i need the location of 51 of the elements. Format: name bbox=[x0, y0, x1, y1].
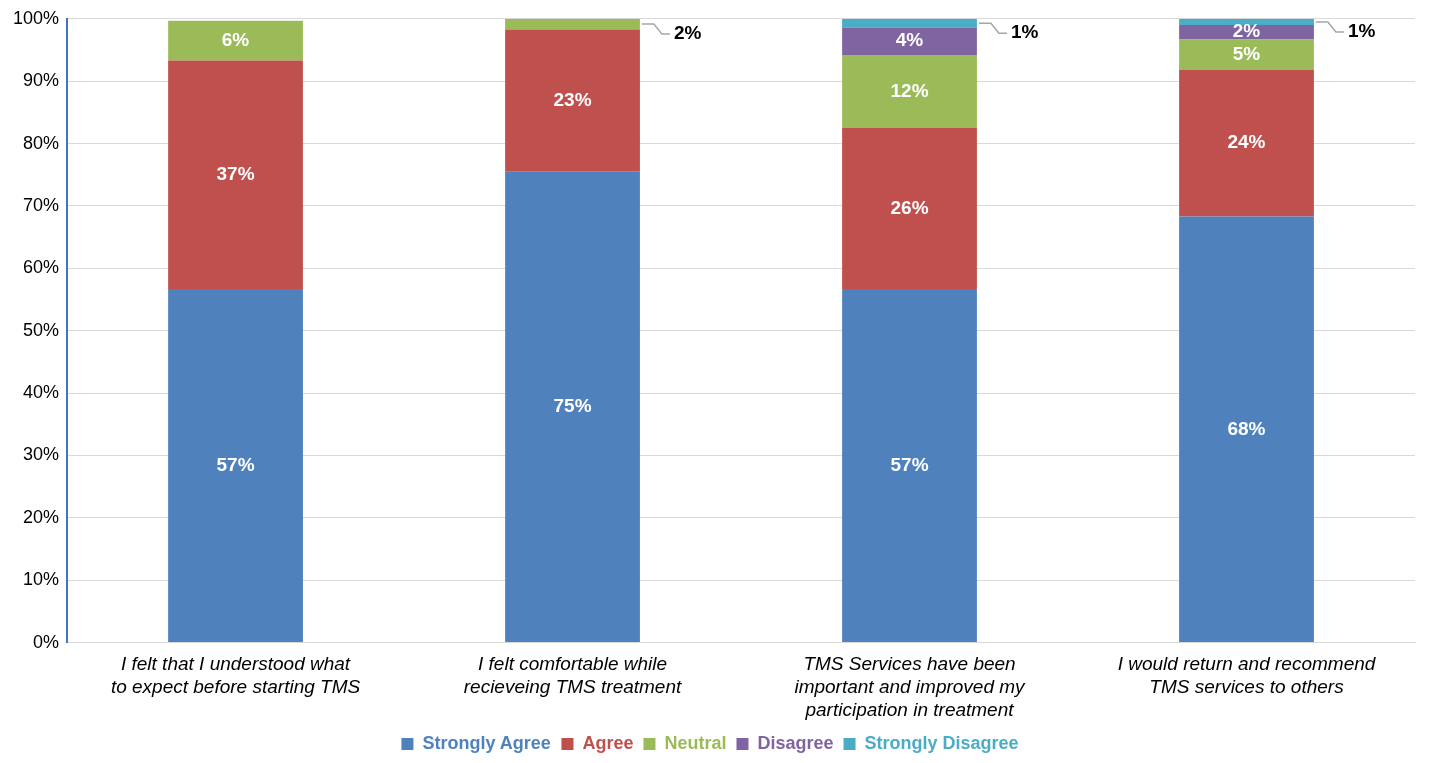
bar bbox=[842, 27, 977, 55]
bar bbox=[842, 54, 977, 128]
legend-label: Strongly Disagree bbox=[864, 732, 1019, 753]
bar bbox=[505, 171, 640, 643]
data-label: 5% bbox=[1232, 42, 1261, 64]
bar bbox=[1179, 39, 1314, 70]
data-label: 4% bbox=[895, 29, 924, 51]
legend-label: Neutral bbox=[664, 732, 727, 753]
y-tick-label: 20% bbox=[23, 506, 60, 527]
bar bbox=[842, 18, 977, 28]
data-label: 23% bbox=[553, 88, 592, 110]
bar bbox=[505, 29, 640, 172]
bar bbox=[1179, 216, 1314, 643]
y-tick-label: 0% bbox=[33, 631, 60, 652]
x-tick-label: I felt comfortable while recieveing TMS treatment bbox=[463, 653, 682, 698]
x-tick-label: TMS Services have been important and improved my participation in treatment bbox=[794, 653, 1027, 720]
y-tick-label: 50% bbox=[23, 319, 60, 340]
data-label: 1% bbox=[1347, 20, 1376, 42]
data-label: 75% bbox=[553, 395, 592, 417]
y-tick-label: 30% bbox=[23, 444, 60, 465]
data-label: 37% bbox=[216, 162, 255, 184]
y-tick-label: 70% bbox=[23, 194, 60, 215]
legend-label: Strongly Agree bbox=[422, 732, 551, 753]
bar bbox=[842, 127, 977, 289]
y-tick-label: 80% bbox=[23, 132, 60, 153]
bar bbox=[1179, 18, 1314, 26]
data-label: 6% bbox=[221, 28, 250, 50]
data-label: 68% bbox=[1227, 417, 1266, 439]
y-tick-label: 100% bbox=[12, 7, 60, 28]
bar bbox=[168, 60, 303, 289]
y-tick-label: 10% bbox=[23, 569, 60, 590]
data-label: 57% bbox=[890, 453, 929, 475]
bar bbox=[168, 288, 303, 643]
y-tick-label: 40% bbox=[23, 382, 60, 403]
bar bbox=[1179, 69, 1314, 217]
data-label: 26% bbox=[890, 196, 929, 218]
data-label: 24% bbox=[1227, 131, 1266, 153]
y-tick-label: 90% bbox=[23, 70, 60, 91]
y-tick-label: 60% bbox=[23, 257, 60, 278]
x-tick-label: I would return and recommend TMS services to others bbox=[1117, 653, 1377, 698]
bar bbox=[505, 18, 640, 30]
data-label: 57% bbox=[216, 453, 255, 475]
bar bbox=[168, 20, 303, 61]
legend-label: Agree bbox=[582, 732, 634, 753]
bar bbox=[842, 288, 977, 643]
legend-label: Disagree bbox=[757, 732, 834, 753]
data-label: 12% bbox=[890, 79, 929, 101]
data-label: 2% bbox=[673, 22, 702, 44]
data-label: 2% bbox=[1232, 20, 1261, 42]
data-label: 1% bbox=[1010, 21, 1039, 43]
x-tick-label: I felt that I understood what to expect before starting TMS bbox=[110, 653, 361, 698]
